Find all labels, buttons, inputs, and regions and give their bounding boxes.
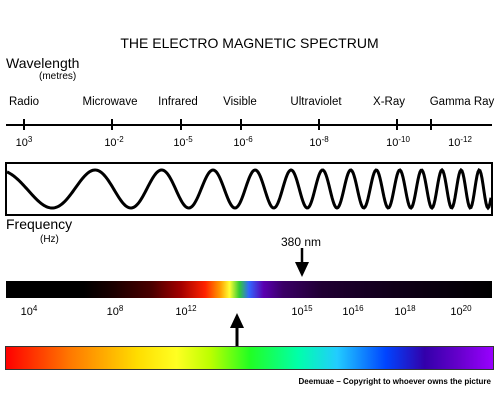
frequency-tick-label: 104 bbox=[20, 304, 38, 318]
frequency-bar bbox=[6, 281, 492, 298]
frequency-unit: (Hz) bbox=[40, 234, 59, 245]
wavelength-tick bbox=[430, 119, 432, 130]
band-xray: X-Ray bbox=[373, 96, 405, 108]
visible-up-arrow-icon bbox=[230, 313, 244, 348]
wavelength-tick bbox=[396, 119, 398, 130]
band-visible: Visible bbox=[223, 96, 257, 108]
marker-380nm-label: 380 nm bbox=[281, 235, 322, 249]
band-microwave: Microwave bbox=[82, 96, 138, 108]
band-radio: Radio bbox=[8, 96, 40, 108]
band-infrared: Infrared bbox=[158, 96, 198, 108]
wavelength-tick-label: 10-12 bbox=[448, 135, 472, 149]
wave-panel bbox=[5, 162, 493, 216]
wavelength-tick-label: 10-6 bbox=[233, 135, 253, 149]
band-ultraviolet: Ultraviolet bbox=[290, 96, 342, 108]
wavelength-tick-label: 10-2 bbox=[104, 135, 124, 149]
wavelength-tick bbox=[318, 119, 320, 130]
wave-curve bbox=[7, 167, 491, 211]
frequency-tick-label: 1020 bbox=[450, 304, 472, 318]
band-gamma-ray: Gamma Ray bbox=[429, 96, 495, 108]
wavelength-tick-label: 10-10 bbox=[386, 135, 410, 149]
wavelength-tick bbox=[111, 119, 113, 130]
wavelength-tick-label: 10-8 bbox=[309, 135, 329, 149]
wavelength-tick-label: 10-5 bbox=[173, 135, 193, 149]
frequency-tick-label: 1016 bbox=[342, 304, 364, 318]
credit-text: Deemuae – Copyright to whoever owns the … bbox=[298, 377, 491, 386]
diagram-title: THE ELECTRO MAGNETIC SPECTRUM bbox=[120, 35, 379, 51]
wavelength-scale-line bbox=[6, 124, 492, 126]
frequency-tick-label: 1015 bbox=[291, 304, 313, 318]
wavelength-tick bbox=[240, 119, 242, 130]
visible-spectrum-bar bbox=[5, 346, 494, 370]
wave-illustration bbox=[7, 167, 491, 211]
frequency-tick-label: 1018 bbox=[394, 304, 416, 318]
wavelength-tick-label: 103 bbox=[15, 135, 33, 149]
wavelength-heading: Wavelength bbox=[6, 55, 80, 71]
frequency-heading: Frequency bbox=[6, 216, 73, 232]
wavelength-tick bbox=[23, 119, 25, 130]
frequency-tick-label: 1012 bbox=[175, 304, 197, 318]
wavelength-tick bbox=[180, 119, 182, 130]
marker-down-arrow-icon bbox=[295, 248, 309, 277]
frequency-tick-label: 108 bbox=[106, 304, 124, 318]
wavelength-unit: (metres) bbox=[39, 71, 77, 82]
